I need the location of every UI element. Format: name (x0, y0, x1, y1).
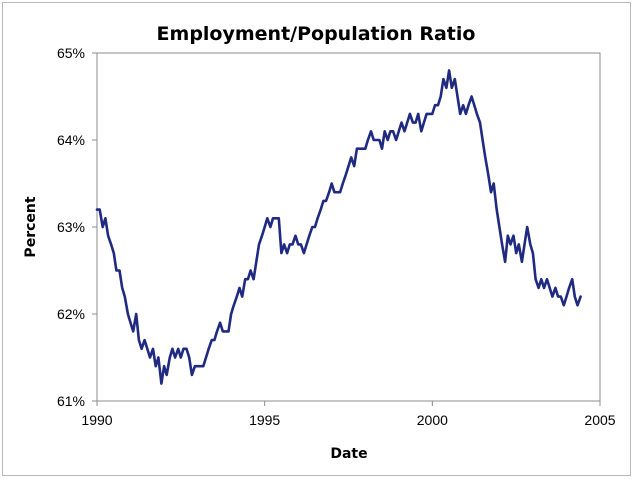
plot-area (96, 52, 601, 402)
y-tick-label: 62% (57, 306, 85, 322)
x-tick-label: 1995 (249, 412, 280, 428)
y-tick-label: 63% (57, 219, 85, 235)
series-line (95, 69, 582, 385)
y-axis-title: Percent (23, 196, 39, 257)
x-tick-label: 2005 (584, 412, 615, 428)
x-tick-label: 2000 (417, 412, 448, 428)
x-tick-label: 1990 (81, 412, 112, 428)
chart-title: Employment/Population Ratio (157, 23, 476, 45)
y-tick-label: 65% (57, 45, 85, 61)
y-tick-label: 61% (57, 393, 85, 409)
x-axis-title: Date (330, 446, 367, 462)
y-tick-label: 64% (57, 132, 85, 148)
